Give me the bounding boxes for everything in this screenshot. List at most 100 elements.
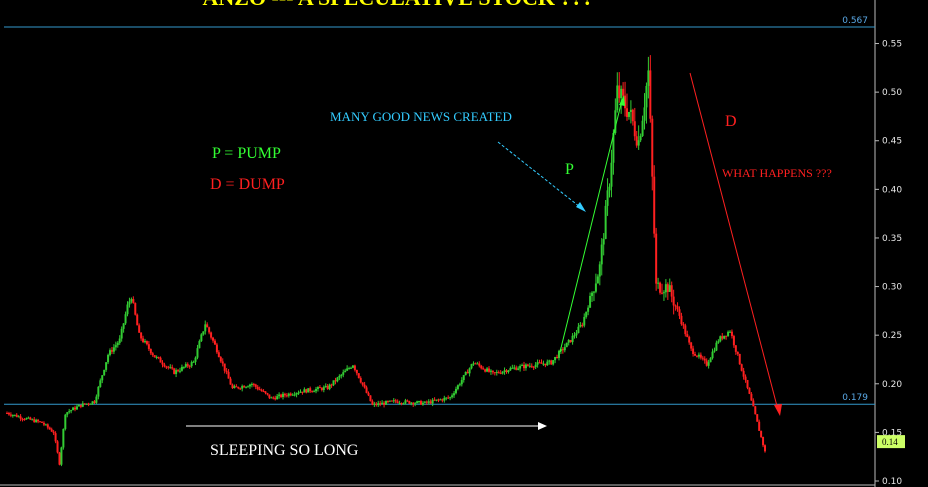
legend-dump: D = DUMP: [210, 176, 285, 193]
candle-body: [91, 401, 94, 404]
candle-body: [186, 364, 189, 367]
candle-body: [132, 299, 135, 304]
candle-body: [280, 394, 283, 398]
candle-body: [760, 430, 763, 438]
candle-body: [604, 205, 607, 239]
candle-body: [17, 416, 20, 418]
candle-body: [35, 419, 38, 423]
annotation-sleeping: SLEEPING SO LONG: [210, 442, 359, 459]
candle-body: [56, 441, 59, 453]
candle-body: [334, 380, 337, 382]
candle-body: [212, 337, 215, 341]
candle-body: [579, 324, 582, 327]
candle-body: [350, 367, 353, 369]
candle-body: [50, 429, 53, 432]
candle-body: [359, 378, 362, 383]
candle-body: [266, 393, 269, 395]
candle-body: [175, 370, 178, 374]
candle-body: [95, 396, 98, 403]
candle-body: [311, 391, 314, 393]
candle-body: [672, 296, 675, 306]
candle-body: [40, 421, 43, 423]
candle-body: [464, 371, 467, 376]
candle-body: [626, 108, 629, 117]
candle-body: [631, 109, 634, 122]
candle-body: [44, 424, 47, 426]
candle-body: [730, 331, 733, 337]
candle-body: [348, 368, 351, 370]
candle-body: [433, 399, 436, 401]
candle-body: [13, 414, 16, 416]
y-tick-label: 0.50: [882, 88, 902, 98]
candle-body: [260, 389, 263, 392]
candle-body: [167, 366, 170, 368]
candle-body: [437, 399, 440, 401]
candle-body: [46, 424, 49, 428]
candle-body: [336, 377, 339, 382]
candle-body: [643, 107, 646, 121]
candle-body: [493, 372, 496, 374]
candle-body: [143, 341, 146, 343]
candle-body: [272, 397, 275, 399]
candle-body: [441, 399, 444, 401]
candle-body: [7, 412, 10, 415]
candle-body: [23, 419, 26, 421]
candle-body: [598, 264, 601, 277]
candle-body: [412, 402, 415, 405]
candle-body: [194, 357, 197, 362]
candle-body: [340, 374, 343, 377]
candle-body: [635, 136, 638, 146]
candle-body: [610, 162, 613, 187]
candle-body: [239, 388, 242, 390]
candle-body: [385, 401, 387, 405]
candle-body: [120, 328, 123, 339]
candle-body: [427, 401, 430, 403]
candle-body: [324, 385, 327, 388]
candle-body: [725, 335, 728, 337]
candle-body: [660, 292, 663, 294]
candle-body: [332, 380, 335, 386]
candle-body: [581, 324, 584, 326]
candle-body: [627, 111, 630, 117]
candle-body: [486, 368, 489, 372]
horizontal-lines: 0.567 0.179: [4, 16, 875, 405]
candle-body: [250, 383, 253, 385]
candle-body: [320, 388, 323, 390]
candle-body: [68, 411, 71, 413]
candle-body: [353, 365, 356, 370]
candle-body: [694, 353, 697, 356]
last-price-label: 0.14: [882, 437, 898, 447]
candle-body: [569, 340, 572, 343]
candle-body: [134, 303, 137, 315]
candle-body: [229, 378, 232, 385]
candle-body: [72, 407, 75, 411]
candle-body: [231, 384, 234, 389]
candle-body: [77, 404, 80, 407]
candle-body: [237, 386, 240, 389]
y-tick-label: 0.30: [882, 283, 902, 293]
candle-body: [573, 335, 576, 337]
candle-body: [701, 357, 704, 359]
candle-body: [109, 350, 112, 355]
candle-body: [552, 360, 555, 365]
candle-body: [655, 233, 658, 284]
candle-body: [592, 291, 595, 293]
candle-body: [758, 421, 761, 431]
candle-body: [206, 324, 209, 328]
candle-body: [268, 394, 271, 398]
candle-body: [105, 362, 108, 370]
candle-body: [307, 388, 310, 393]
candle-body: [488, 368, 491, 372]
candle-body: [180, 366, 183, 371]
candle-body: [686, 334, 689, 337]
candle-body: [750, 393, 753, 401]
candle-body: [161, 362, 164, 365]
candle-body: [548, 360, 551, 362]
candle-body: [114, 345, 117, 348]
candle-body: [330, 384, 333, 386]
candle-body: [723, 335, 726, 339]
candle-body: [421, 402, 424, 405]
candle-body: [245, 386, 248, 388]
candle-body: [736, 351, 739, 354]
